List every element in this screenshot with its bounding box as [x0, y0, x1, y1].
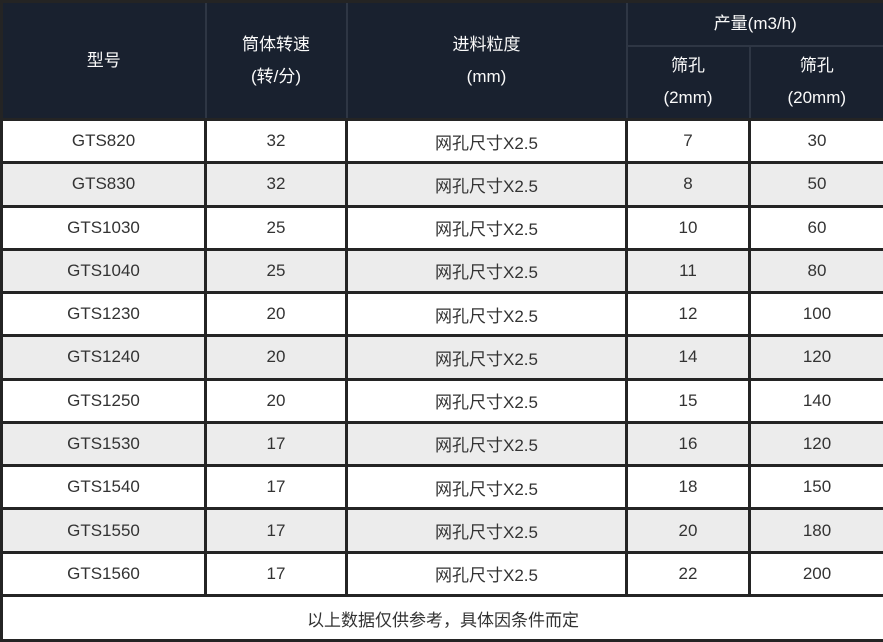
header-row-2: 筛孔 (2mm) 筛孔 (20mm) [2, 44, 883, 121]
col-header-sieve-2mm: 筛孔 (2mm) [625, 44, 751, 121]
table-row: GTS1550 17 网孔尺寸X2.5 20 180 [0, 507, 883, 554]
table-body: GTS820 32 网孔尺寸X2.5 7 30 GTS830 32 网孔尺寸X2… [0, 117, 883, 598]
table-row: GTS1040 25 网孔尺寸X2.5 11 80 [0, 247, 883, 295]
cell-feed: 网孔尺寸X2.5 [345, 420, 628, 468]
cell-output-20mm: 50 [748, 161, 883, 208]
cell-speed: 32 [204, 161, 348, 208]
cell-output-2mm: 16 [625, 420, 751, 468]
cell-model: GTS1560 [0, 550, 207, 598]
col-header-feed-size: 进料粒度 (mm) [345, 0, 628, 121]
col-header-sieve-2mm-line1: 筛孔 [671, 56, 705, 76]
cell-output-2mm: 8 [625, 161, 751, 208]
cell-model: GTS1530 [0, 420, 207, 468]
col-header-sieve-20mm: 筛孔 (20mm) [748, 44, 883, 121]
table-row: GTS1240 20 网孔尺寸X2.5 14 120 [0, 334, 883, 381]
cell-feed: 网孔尺寸X2.5 [345, 550, 628, 598]
cell-output-20mm: 60 [748, 204, 883, 251]
cell-speed: 20 [204, 377, 348, 424]
table-header: 型号 筒体转速 (转/分) 进料粒度 (mm) 产量(m3/h) 筛孔 (2mm… [0, 0, 883, 121]
cell-feed: 网孔尺寸X2.5 [345, 291, 628, 338]
table-row: GTS1560 17 网孔尺寸X2.5 22 200 [0, 550, 883, 598]
cell-speed: 17 [204, 507, 348, 554]
cell-feed: 网孔尺寸X2.5 [345, 247, 628, 295]
header-row-1: 型号 筒体转速 (转/分) 进料粒度 (mm) 产量(m3/h) [0, 0, 883, 121]
cell-feed: 网孔尺寸X2.5 [345, 507, 628, 554]
cell-output-20mm: 150 [748, 464, 883, 511]
footer-note: 以上数据仅供参考，具体因条件而定 [0, 594, 883, 642]
table-row: GTS1030 25 网孔尺寸X2.5 10 60 [0, 204, 883, 251]
cell-output-2mm: 15 [625, 377, 751, 424]
cell-speed: 17 [204, 420, 348, 468]
col-header-model-label: 型号 [86, 50, 121, 70]
col-header-feed-size-line1: 进料粒度 [452, 34, 521, 54]
cell-output-2mm: 14 [625, 334, 751, 381]
cell-output-20mm: 140 [748, 377, 883, 424]
cell-output-20mm: 120 [748, 334, 883, 381]
footer-row: 以上数据仅供参考，具体因条件而定 [0, 594, 883, 642]
cell-output-20mm: 30 [748, 117, 883, 165]
col-header-sieve-20mm-line2: (20mm) [787, 88, 847, 108]
cell-model: GTS830 [0, 161, 207, 208]
col-header-sieve-2mm-line2: (2mm) [663, 88, 713, 108]
cell-output-20mm: 80 [748, 247, 883, 295]
col-header-output-group-label: 产量(m3/h) [713, 13, 797, 33]
col-header-drum-speed-line2: (转/分) [250, 66, 302, 86]
cell-feed: 网孔尺寸X2.5 [345, 377, 628, 424]
cell-speed: 25 [204, 247, 348, 295]
cell-speed: 20 [204, 291, 348, 338]
cell-feed: 网孔尺寸X2.5 [345, 117, 628, 165]
table-row: GTS1230 20 网孔尺寸X2.5 12 100 [0, 291, 883, 338]
cell-output-2mm: 7 [625, 117, 751, 165]
cell-feed: 网孔尺寸X2.5 [345, 204, 628, 251]
cell-model: GTS1230 [0, 291, 207, 338]
cell-speed: 17 [204, 550, 348, 598]
cell-output-20mm: 120 [748, 420, 883, 468]
cell-speed: 20 [204, 334, 348, 381]
table-row: GTS1530 17 网孔尺寸X2.5 16 120 [0, 420, 883, 468]
cell-model: GTS820 [0, 117, 207, 165]
table-row: GTS1540 17 网孔尺寸X2.5 18 150 [0, 464, 883, 511]
cell-output-2mm: 12 [625, 291, 751, 338]
col-header-feed-size-line2: (mm) [466, 66, 507, 86]
cell-output-20mm: 100 [748, 291, 883, 338]
cell-model: GTS1040 [0, 247, 207, 295]
col-header-output-group: 产量(m3/h) [625, 0, 883, 47]
cell-output-2mm: 18 [625, 464, 751, 511]
cell-output-2mm: 20 [625, 507, 751, 554]
cell-feed: 网孔尺寸X2.5 [345, 464, 628, 511]
cell-output-20mm: 200 [748, 550, 883, 598]
col-header-model: 型号 [0, 0, 207, 121]
cell-model: GTS1550 [0, 507, 207, 554]
table-row: GTS1250 20 网孔尺寸X2.5 15 140 [0, 377, 883, 424]
cell-speed: 32 [204, 117, 348, 165]
cell-model: GTS1240 [0, 334, 207, 381]
cell-output-20mm: 180 [748, 507, 883, 554]
cell-model: GTS1540 [0, 464, 207, 511]
table-footer: 以上数据仅供参考，具体因条件而定 [0, 594, 883, 642]
table-row: GTS820 32 网孔尺寸X2.5 7 30 [0, 117, 883, 165]
cell-model: GTS1030 [0, 204, 207, 251]
col-header-drum-speed-line1: 筒体转速 [242, 34, 310, 54]
cell-feed: 网孔尺寸X2.5 [345, 161, 628, 208]
cell-speed: 17 [204, 464, 348, 511]
col-header-drum-speed: 筒体转速 (转/分) [204, 0, 348, 121]
col-header-sieve-20mm-line1: 筛孔 [799, 56, 834, 76]
cell-output-2mm: 11 [625, 247, 751, 295]
cell-feed: 网孔尺寸X2.5 [345, 334, 628, 381]
cell-model: GTS1250 [0, 377, 207, 424]
cell-output-2mm: 22 [625, 550, 751, 598]
table-row: GTS830 32 网孔尺寸X2.5 8 50 [0, 161, 883, 208]
cell-output-2mm: 10 [625, 204, 751, 251]
cell-speed: 25 [204, 204, 348, 251]
